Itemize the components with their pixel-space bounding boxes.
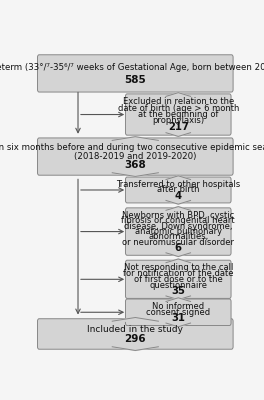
Polygon shape <box>166 259 191 263</box>
Text: 217: 217 <box>168 122 189 132</box>
Text: 296: 296 <box>125 334 146 344</box>
Polygon shape <box>166 176 191 180</box>
Text: Excluded in relation to the: Excluded in relation to the <box>123 98 234 106</box>
Polygon shape <box>112 347 158 350</box>
Polygon shape <box>166 253 191 256</box>
Polygon shape <box>166 296 191 300</box>
Text: 4: 4 <box>175 191 182 201</box>
Text: Included in the study: Included in the study <box>87 325 183 334</box>
Text: 31: 31 <box>171 313 185 323</box>
Text: anatomic pulmonary: anatomic pulmonary <box>135 227 222 236</box>
Text: of first dose or to the: of first dose or to the <box>134 275 223 284</box>
Text: 585: 585 <box>124 74 146 84</box>
Text: questionnaire: questionnaire <box>149 280 207 290</box>
Text: 368: 368 <box>124 160 146 170</box>
Text: after birth: after birth <box>157 186 200 194</box>
Text: 6: 6 <box>175 243 182 253</box>
Text: disease, Down syndrome,: disease, Down syndrome, <box>124 222 233 231</box>
Text: abnormalities,: abnormalities, <box>148 232 208 242</box>
Polygon shape <box>166 93 191 96</box>
Text: or neuromuscular disorder: or neuromuscular disorder <box>122 238 234 247</box>
Text: 35: 35 <box>171 286 185 296</box>
Text: No informed: No informed <box>152 302 204 311</box>
FancyBboxPatch shape <box>125 94 231 135</box>
Text: Late preterm (33°/⁷-35⁶/⁷ weeks of Gestational Age, born between 2018-2020): Late preterm (33°/⁷-35⁶/⁷ weeks of Gesta… <box>0 63 264 72</box>
Text: Not responding to the call: Not responding to the call <box>124 263 233 272</box>
FancyBboxPatch shape <box>125 208 231 255</box>
Polygon shape <box>166 207 191 210</box>
FancyBboxPatch shape <box>37 55 233 92</box>
Text: date of birth (age > 6 month: date of birth (age > 6 month <box>117 104 239 113</box>
Text: Transferred to other hospitals: Transferred to other hospitals <box>116 180 241 189</box>
Text: consent signed: consent signed <box>146 308 210 317</box>
Polygon shape <box>112 318 158 321</box>
Polygon shape <box>112 137 158 140</box>
Polygon shape <box>166 133 191 136</box>
Text: fibrosis or congenital heart: fibrosis or congenital heart <box>121 216 235 225</box>
FancyBboxPatch shape <box>37 138 233 175</box>
Polygon shape <box>166 298 191 302</box>
FancyBboxPatch shape <box>125 177 231 203</box>
FancyBboxPatch shape <box>125 260 231 298</box>
FancyBboxPatch shape <box>37 319 233 349</box>
Polygon shape <box>112 173 158 176</box>
Text: prophylaxis): prophylaxis) <box>152 116 204 125</box>
Text: for notification of the date: for notification of the date <box>123 269 234 278</box>
Text: Newborns with BPD, cystic: Newborns with BPD, cystic <box>122 211 234 220</box>
Text: Born six months before and during two consecutive epidemic seasons: Born six months before and during two co… <box>0 143 264 152</box>
FancyBboxPatch shape <box>125 299 231 326</box>
Text: (2018-2019 and 2019-2020): (2018-2019 and 2019-2020) <box>74 152 196 161</box>
Text: at the beginning of: at the beginning of <box>138 110 219 119</box>
Polygon shape <box>166 323 191 327</box>
Polygon shape <box>166 200 191 204</box>
